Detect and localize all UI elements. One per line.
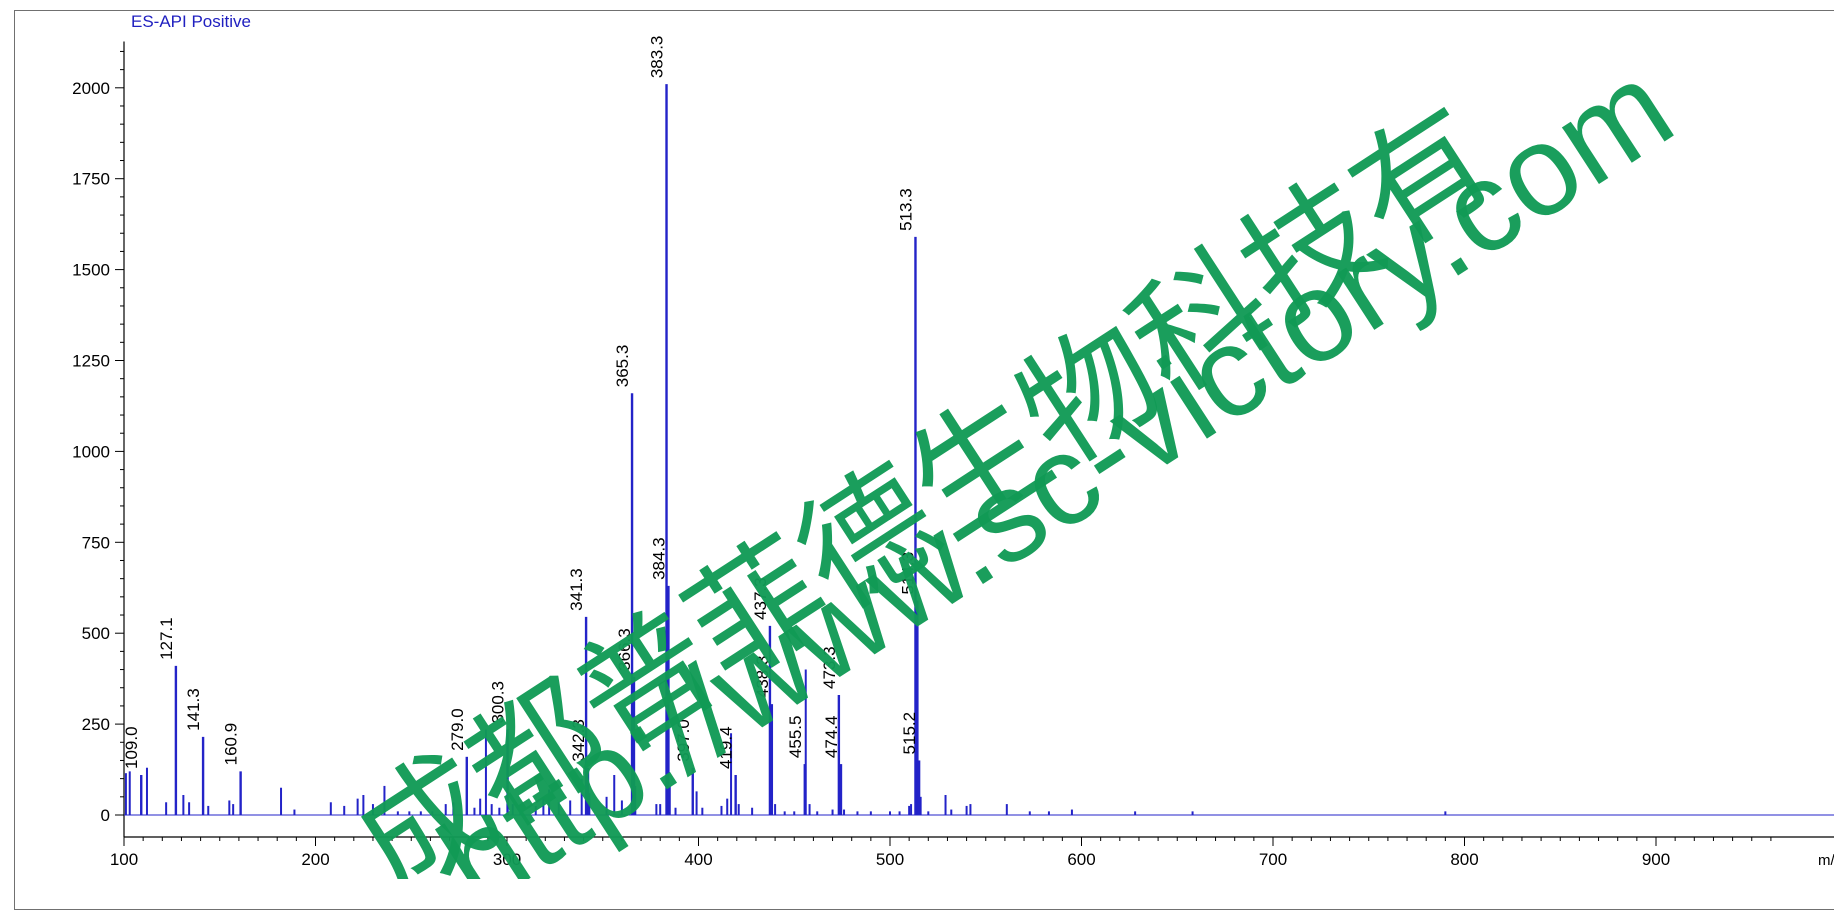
y-tick-label: 2000 <box>72 79 110 98</box>
peak-label: 383.3 <box>648 36 667 79</box>
y-tick-label: 1750 <box>72 170 110 189</box>
peak-label: 341.3 <box>567 568 586 611</box>
x-tick-label: 900 <box>1642 850 1670 869</box>
peak-label: 473.3 <box>820 646 839 689</box>
peak-labels: 109.0 127.1 141.3 160.9 279.0 300.3 342.3 341.3… <box>122 36 919 769</box>
y-tick-label: 500 <box>82 624 110 643</box>
peak-label: 342.3 <box>569 719 588 762</box>
x-tick-label: 400 <box>684 850 712 869</box>
peak-label: 366.3 <box>615 628 634 671</box>
chart-title: ES-API Positive <box>131 12 251 31</box>
x-tick-label: 200 <box>301 850 329 869</box>
peak-label: 127.1 <box>157 617 176 660</box>
x-tick-label: 100 <box>110 850 138 869</box>
peak-label: 419.4 <box>717 726 736 769</box>
y-tick-label: 1500 <box>72 261 110 280</box>
peak-label: 437.3 <box>751 577 770 620</box>
peak-label: 160.9 <box>222 723 241 766</box>
y-tick-label: 250 <box>82 715 110 734</box>
peak-label: 514.3 <box>898 552 917 595</box>
peak-label: 438.3 <box>753 656 772 699</box>
peak-label: 365.3 <box>613 345 632 388</box>
y-tick-label: 0 <box>101 806 110 825</box>
peak-label: 109.0 <box>122 726 141 769</box>
peak-label: 455.5 <box>786 716 805 759</box>
peak-label: 300.3 <box>489 681 508 724</box>
x-tick-label: 700 <box>1259 850 1287 869</box>
peak-label: 513.3 <box>896 188 915 231</box>
spectrum-chart: 0 250 500 750 1000 1250 1500 1750 2000 100 200 300 4… <box>72 36 1834 869</box>
peak-label: 474.4 <box>822 716 841 759</box>
peak-label: 384.3 <box>649 537 668 580</box>
x-tick-label: 500 <box>876 850 904 869</box>
peaks <box>124 84 1447 815</box>
y-tick-label: 1000 <box>72 442 110 461</box>
x-axis-label: m/z <box>1818 852 1834 869</box>
axes: 0 250 500 750 1000 1250 1500 1750 2000 100 200 300 4… <box>72 41 1834 869</box>
x-tick-label: 600 <box>1067 850 1095 869</box>
y-tick-label: 750 <box>82 533 110 552</box>
peak-label: 279.0 <box>448 708 467 751</box>
x-tick-label: 300 <box>493 850 521 869</box>
peak-label: 141.3 <box>184 688 203 731</box>
y-tick-label: 1250 <box>72 352 110 371</box>
x-tick-label: 800 <box>1450 850 1478 869</box>
peak-label: 515.2 <box>900 712 919 755</box>
peak-label: 397.0 <box>674 719 693 762</box>
